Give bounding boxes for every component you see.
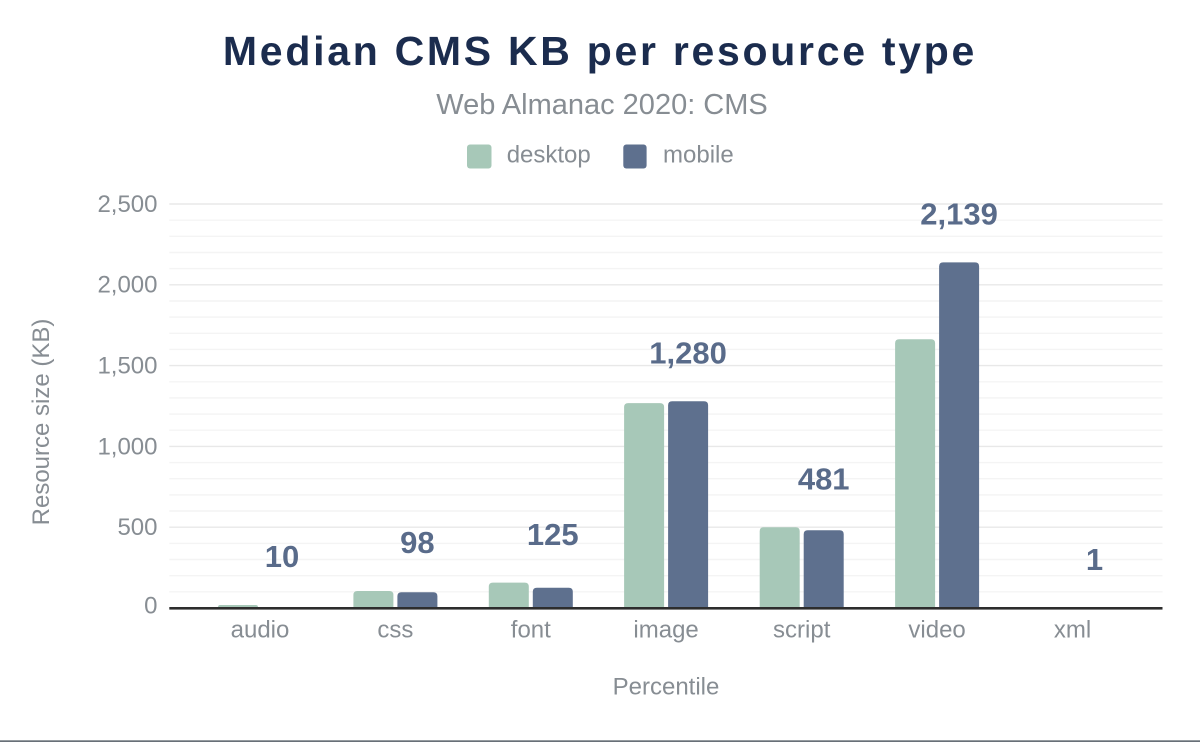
svg-text:image: image — [633, 617, 698, 644]
svg-text:css: css — [377, 617, 413, 644]
svg-text:script: script — [773, 617, 831, 644]
svg-text:mobile: mobile — [663, 142, 734, 169]
svg-text:font: font — [511, 617, 551, 644]
svg-text:2,000: 2,000 — [97, 272, 157, 299]
svg-text:481: 481 — [798, 461, 850, 496]
svg-text:audio: audio — [231, 617, 290, 644]
svg-text:video: video — [908, 617, 965, 644]
svg-text:Web Almanac 2020: CMS: Web Almanac 2020: CMS — [436, 89, 768, 121]
svg-text:2,500: 2,500 — [97, 191, 157, 218]
svg-text:2,139: 2,139 — [920, 197, 998, 232]
svg-text:98: 98 — [400, 525, 434, 560]
svg-text:Median CMS KB per resource typ: Median CMS KB per resource type — [223, 28, 977, 74]
svg-text:Resource size (KB): Resource size (KB) — [28, 319, 55, 526]
svg-text:Percentile: Percentile — [613, 674, 720, 701]
svg-text:0: 0 — [144, 593, 157, 620]
svg-text:125: 125 — [527, 517, 579, 552]
svg-text:1: 1 — [1086, 542, 1103, 577]
svg-text:desktop: desktop — [507, 142, 591, 169]
svg-text:1,500: 1,500 — [97, 353, 157, 380]
svg-text:10: 10 — [265, 539, 299, 574]
svg-text:1,280: 1,280 — [649, 335, 727, 370]
svg-text:1,000: 1,000 — [97, 433, 157, 460]
svg-text:xml: xml — [1054, 617, 1091, 644]
svg-text:500: 500 — [117, 514, 157, 541]
